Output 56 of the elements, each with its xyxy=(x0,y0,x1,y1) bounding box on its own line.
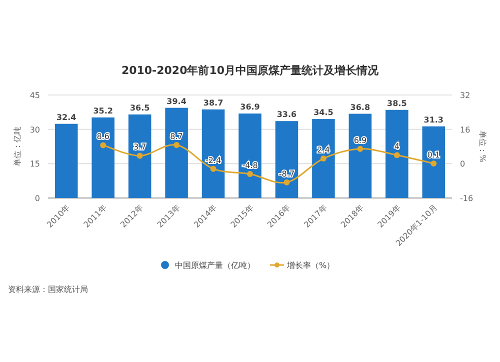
point xyxy=(430,160,437,166)
bar xyxy=(128,114,152,198)
point xyxy=(100,142,106,148)
data-label: 31.3 xyxy=(424,115,444,124)
y-tick-label: 30 xyxy=(30,125,40,134)
point xyxy=(210,166,216,172)
data-label: -2.4 xyxy=(205,156,222,165)
point xyxy=(284,179,290,186)
data-label: 36.5 xyxy=(130,103,150,112)
y-axis-title: 单位：亿吨 xyxy=(13,126,22,166)
y-tick-label: 15 xyxy=(30,160,40,169)
data-label: 33.6 xyxy=(276,110,298,120)
data-label: 4 xyxy=(394,142,400,152)
bar xyxy=(165,108,188,198)
legend-label: 中国原煤产量（亿吨） xyxy=(175,261,255,270)
text: 资料来源：国家统计局 xyxy=(8,285,88,294)
data-label: 36.9 xyxy=(240,102,260,112)
data-label: 38.7 xyxy=(203,98,224,108)
data-label: 2.4 xyxy=(317,146,330,155)
data-label: 36.8 xyxy=(350,102,370,112)
data-label: 38.5 xyxy=(387,98,408,108)
point xyxy=(174,142,180,148)
y2-axis-title: 单位：% xyxy=(478,130,487,163)
y-tick-label: 45 xyxy=(30,91,40,100)
data-label: 6.9 xyxy=(354,136,367,145)
bar xyxy=(348,114,372,198)
bar xyxy=(202,109,225,198)
bar xyxy=(275,121,298,198)
data-label: 8.7 xyxy=(170,132,183,141)
legend-label: 增长率（%） xyxy=(286,261,335,270)
point xyxy=(394,152,400,158)
bar xyxy=(54,124,78,198)
bar xyxy=(422,126,446,198)
chart-title: 2010-2020年前10月中国原煤产量统计及增长情况 xyxy=(121,64,380,77)
data-label: 0.1 xyxy=(427,150,440,160)
y2-tick-label: 32 xyxy=(460,91,470,100)
bar xyxy=(92,117,114,198)
data-label: -8.7 xyxy=(278,169,295,178)
point xyxy=(136,152,143,159)
bar xyxy=(386,110,408,198)
data-label: 32.4 xyxy=(56,112,77,122)
y2-tick-label: -16 xyxy=(460,194,474,203)
point xyxy=(320,156,326,162)
y2-tick-label: 0 xyxy=(460,160,466,169)
data-label: -4.8 xyxy=(242,160,258,170)
data-label: 34.5 xyxy=(314,108,334,118)
data-label: 3.7 xyxy=(133,142,146,152)
point xyxy=(247,170,253,177)
bar xyxy=(238,114,262,198)
y-tick-label: 0 xyxy=(34,194,40,203)
bar xyxy=(312,119,335,198)
y2-tick-label: 16 xyxy=(460,125,470,134)
data-label: 35.2 xyxy=(93,106,113,116)
data-label: 39.4 xyxy=(166,96,187,106)
data-label: 8.6 xyxy=(96,132,110,142)
point xyxy=(357,146,364,152)
